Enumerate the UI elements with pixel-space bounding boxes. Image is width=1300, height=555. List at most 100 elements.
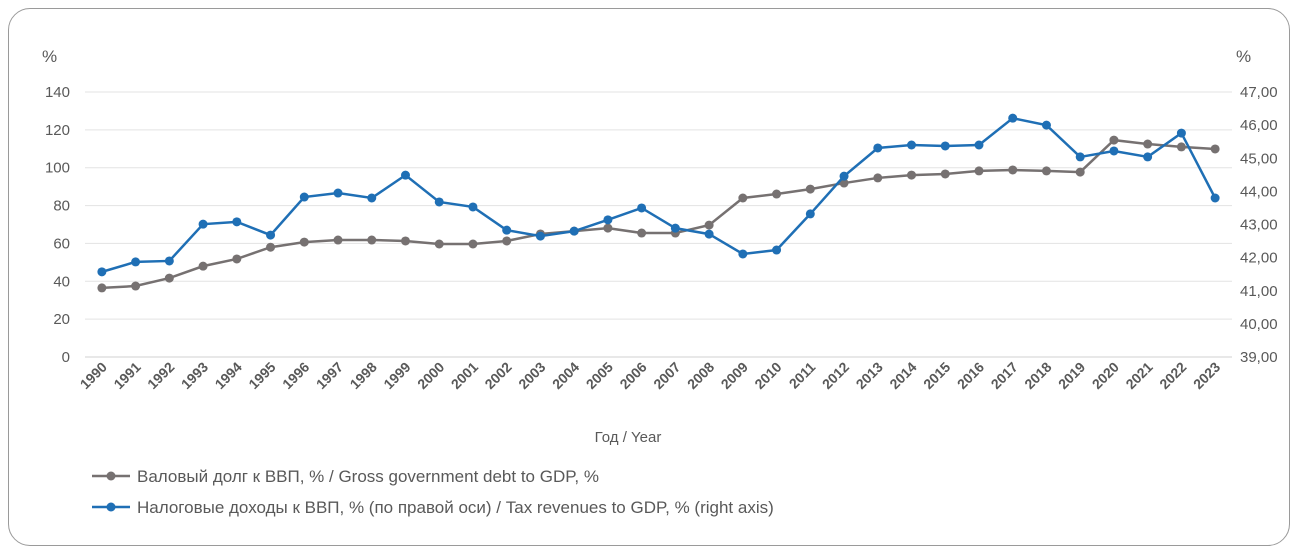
data-point-1 (97, 267, 107, 277)
data-point-0 (704, 220, 714, 230)
data-point-1 (1041, 120, 1051, 130)
data-point-1 (670, 223, 680, 233)
x-tick-label: 1990 (77, 359, 110, 392)
x-tick-label: 2004 (549, 359, 582, 392)
x-tick-label: 1996 (279, 359, 312, 392)
data-point-1 (198, 219, 208, 229)
data-point-1 (1143, 152, 1153, 162)
x-tick-label: 2018 (1021, 359, 1054, 392)
x-tick-label: 2015 (920, 359, 953, 392)
data-point-1 (738, 249, 748, 259)
data-point-0 (805, 184, 815, 194)
data-point-1 (131, 257, 141, 267)
data-point-1 (805, 209, 815, 219)
data-point-0 (502, 236, 512, 246)
data-point-1 (704, 229, 714, 239)
data-point-0 (1143, 139, 1153, 149)
data-point-0 (434, 239, 444, 249)
data-point-1 (637, 203, 647, 213)
data-point-0 (299, 237, 309, 247)
data-point-0 (333, 235, 343, 245)
right-tick-label: 47,00 (1240, 84, 1278, 101)
x-tick-label: 2021 (1122, 359, 1155, 392)
x-tick-label: 2020 (1089, 359, 1122, 392)
x-tick-label: 1998 (347, 359, 380, 392)
x-axis-title: Год / Year (595, 429, 662, 446)
data-point-0 (940, 169, 950, 179)
left-tick-label: 100 (45, 160, 70, 177)
x-tick-label: 2005 (583, 359, 616, 392)
right-tick-label: 41,00 (1240, 283, 1278, 300)
right-tick-label: 46,00 (1240, 117, 1278, 134)
x-tick-label: 2019 (1055, 359, 1088, 392)
data-point-1 (434, 197, 444, 207)
right-tick-label: 42,00 (1240, 250, 1278, 267)
data-point-0 (1008, 165, 1018, 175)
x-tick-label: 2000 (414, 359, 447, 392)
x-tick-label: 2013 (853, 359, 886, 392)
data-point-0 (367, 235, 377, 245)
data-point-0 (738, 193, 748, 203)
x-tick-label: 2010 (751, 359, 784, 392)
legend-label-tax: Налоговые доходы к ВВП, % (по правой оси… (137, 498, 774, 517)
data-point-1 (502, 225, 512, 235)
data-point-0 (1109, 135, 1119, 145)
left-tick-label: 120 (45, 122, 70, 139)
data-point-0 (400, 236, 410, 246)
legend: Валовый долг к ВВП, % / Gross government… (92, 467, 774, 517)
right-tick-label: 44,00 (1240, 183, 1278, 200)
data-point-0 (131, 281, 141, 291)
x-tick-label: 2009 (718, 359, 751, 392)
data-point-0 (198, 261, 208, 271)
data-point-0 (164, 273, 174, 283)
data-point-1 (1008, 113, 1018, 123)
data-point-0 (907, 170, 917, 180)
data-point-1 (1210, 193, 1220, 203)
data-point-0 (468, 239, 478, 249)
x-tick-label: 2016 (954, 359, 987, 392)
x-tick-label: 1992 (144, 359, 177, 392)
x-tick-label: 1994 (212, 359, 245, 392)
data-point-0 (772, 189, 782, 199)
x-tick-label: 2022 (1156, 359, 1189, 392)
x-tick-label: 1999 (380, 359, 413, 392)
x-tick-label: 2011 (786, 359, 819, 392)
data-point-1 (333, 188, 343, 198)
data-point-1 (772, 245, 782, 255)
data-point-1 (1075, 152, 1085, 162)
data-point-0 (266, 242, 276, 252)
data-point-1 (232, 217, 242, 227)
left-tick-label: 140 (45, 84, 70, 101)
x-tick-label: 2006 (616, 359, 649, 392)
data-point-1 (839, 171, 849, 181)
data-point-1 (164, 256, 174, 266)
data-point-0 (1210, 144, 1220, 154)
x-tick-label: 2014 (886, 359, 919, 392)
left-tick-label: 20 (53, 311, 70, 328)
left-tick-label: 40 (53, 273, 70, 290)
left-tick-label: 0 (62, 349, 70, 366)
data-point-1 (907, 140, 917, 150)
data-point-1 (468, 202, 478, 212)
series-line-1 (101, 116, 1217, 274)
data-point-1 (974, 140, 984, 150)
right-axis-unit: % (1236, 47, 1251, 66)
x-tick-label: 1991 (110, 359, 143, 392)
series-line-0 (101, 138, 1216, 290)
data-point-1 (940, 141, 950, 151)
right-tick-label: 43,00 (1240, 217, 1278, 234)
data-point-1 (1176, 128, 1186, 138)
data-point-1 (603, 215, 613, 225)
x-tick-label: 1993 (178, 359, 211, 392)
right-tick-label: 45,00 (1240, 150, 1278, 167)
left-tick-label: 60 (53, 235, 70, 252)
data-point-1 (299, 192, 309, 202)
x-tick-label: 2008 (684, 359, 717, 392)
x-tick-label: 2001 (448, 359, 481, 392)
data-point-0 (603, 223, 613, 233)
data-point-0 (637, 228, 647, 238)
data-point-1 (400, 170, 410, 180)
left-axis-unit: % (42, 47, 57, 66)
x-tick-label: 2012 (819, 359, 852, 392)
right-tick-label: 39,00 (1240, 349, 1278, 366)
